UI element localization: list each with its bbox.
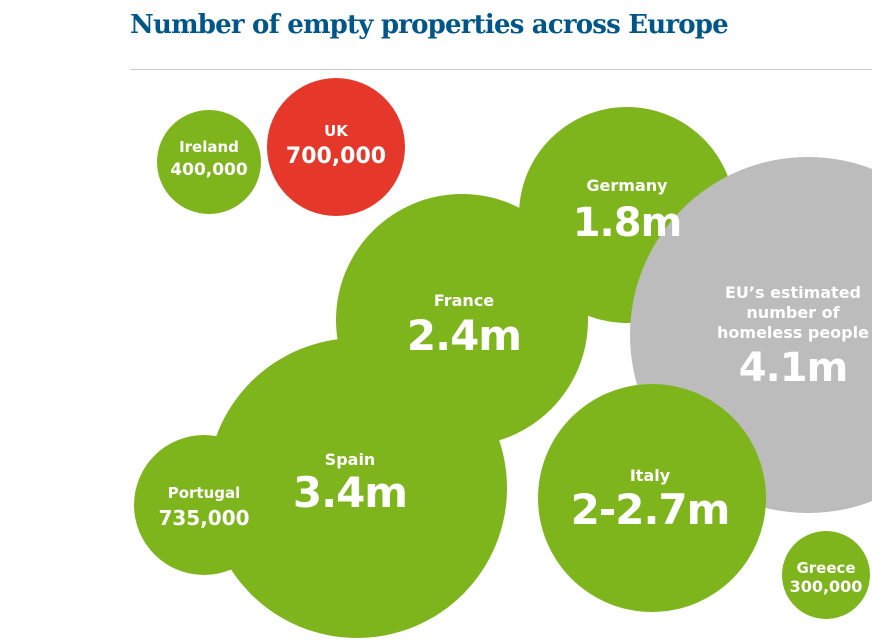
bubble-label-group-ireland: Ireland 400,000 [170, 138, 248, 180]
bubble-value-italy: 2-2.7m [571, 485, 730, 534]
bubble-label-group-uk: UK 700,000 [286, 122, 386, 169]
bubble-value-portugal: 735,000 [158, 506, 249, 530]
bubble-value-ireland: 400,000 [170, 160, 248, 180]
bubble-label-portugal: Portugal [168, 484, 241, 502]
bubble-label-eu-homeless-line-2: number of [746, 303, 840, 322]
bubble-value-uk: 700,000 [286, 144, 386, 169]
bubble-uk [267, 78, 405, 216]
bubble-label-uk: UK [324, 122, 349, 140]
bubble-label-eu-homeless-line-1: EU’s estimated [725, 283, 861, 302]
bubble-label-greece: Greece [796, 559, 855, 577]
bubble-label-ireland: Ireland [179, 138, 239, 156]
title-divider [130, 69, 872, 70]
bubble-spain [207, 338, 507, 638]
bubble-value-spain: 3.4m [293, 468, 407, 517]
bubble-portugal [134, 435, 274, 575]
bubble-value-eu-homeless: 4.1m [739, 345, 848, 391]
bubble-label-italy: Italy [630, 466, 671, 485]
bubble-label-spain: Spain [325, 450, 376, 469]
bubble-value-germany: 1.8m [573, 200, 682, 246]
bubble-italy [538, 384, 766, 612]
bubble-value-france: 2.4m [407, 311, 521, 360]
bubble-label-group-germany: Germany 1.8m [573, 176, 683, 246]
chart-title: Number of empty properties across Europe [130, 10, 729, 40]
bubble-value-greece: 300,000 [790, 577, 863, 596]
bubble-ireland [157, 110, 261, 214]
bubble-label-france: France [434, 291, 494, 310]
bubble-label-eu-homeless-line-3: homeless people [717, 323, 869, 342]
bubble-label-group-portugal: Portugal 735,000 [158, 484, 249, 530]
bubble-label-germany: Germany [586, 176, 668, 195]
bubble-greece [782, 531, 870, 619]
